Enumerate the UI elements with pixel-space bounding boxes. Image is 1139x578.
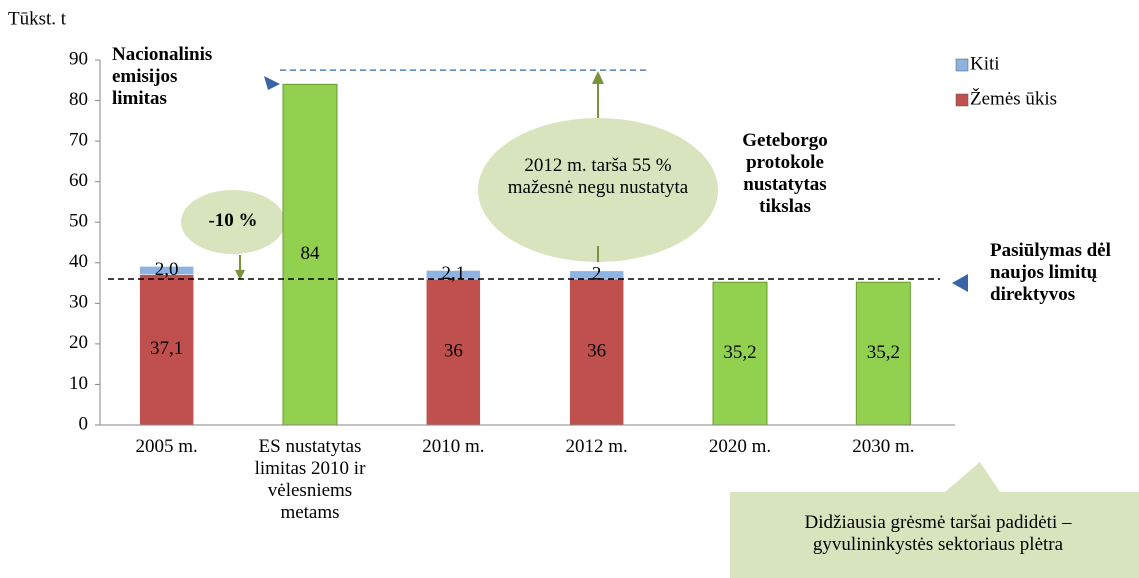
bar-segment xyxy=(139,266,194,275)
data-label: 84 xyxy=(301,243,321,264)
annotation: -10 % xyxy=(208,210,258,231)
y-tick-label: 90 xyxy=(69,48,88,69)
bar-segment xyxy=(569,278,624,426)
legend-label: Žemės ūkis xyxy=(970,87,1057,109)
legend-label: Kiti xyxy=(970,53,1000,74)
x-tick-label: 2012 m. xyxy=(565,436,628,457)
annotation: Pasiūlymas dėl naujos limitų direktyvos xyxy=(990,240,1111,305)
x-tick-label: 2030 m. xyxy=(852,436,915,457)
callout-box xyxy=(730,462,1139,578)
bar xyxy=(855,281,911,426)
data-label: 36 xyxy=(587,340,606,361)
data-label: 2,1 xyxy=(441,263,465,284)
x-tick-label: 2020 m. xyxy=(708,436,772,457)
y-tick-label: 80 xyxy=(69,89,88,110)
data-label: 37,1 xyxy=(150,338,183,359)
data-label: 36 xyxy=(444,340,463,361)
y-tick-label: 30 xyxy=(69,292,88,313)
bar-segment xyxy=(426,278,481,426)
marker xyxy=(952,274,968,292)
callout-bubble xyxy=(478,118,718,262)
annotation: Geteborgo protokole nustatytas tikslas xyxy=(742,130,828,217)
annotation: 2012 m. tarša 55 % mažesnė negu nustatyt… xyxy=(507,155,689,198)
data-label: 35,2 xyxy=(867,342,900,363)
bar-segment xyxy=(139,274,194,426)
x-tick-label: 2010 m. xyxy=(422,436,485,457)
x-tick-label: 2005 m. xyxy=(135,436,198,457)
data-label: 35,2 xyxy=(723,342,756,363)
data-label: 2,0 xyxy=(155,259,179,280)
bar xyxy=(282,83,338,426)
data-label: 2 xyxy=(592,263,602,284)
x-tick-label: ES nustatytas limitas 2010 ir vėlesniems… xyxy=(254,436,366,523)
marker xyxy=(264,76,280,90)
y-tick-label: 20 xyxy=(69,332,88,353)
y-tick-label: 10 xyxy=(69,373,88,394)
y-tick-label: 60 xyxy=(69,170,88,191)
annotation: Nacionalinis emisijos limitas xyxy=(112,44,213,109)
legend-swatch xyxy=(955,58,969,72)
y-tick-label: 40 xyxy=(69,251,88,272)
bar-segment xyxy=(569,270,624,280)
y-axis-label: Tūkst. t xyxy=(8,8,67,29)
callout-bubble xyxy=(181,190,285,254)
arrow-head xyxy=(235,270,245,280)
arrow-head xyxy=(592,71,604,84)
bar xyxy=(712,281,768,426)
annotation: Didžiausia grėsmė taršai padidėti – gyvu… xyxy=(804,512,1072,555)
y-tick-label: 0 xyxy=(79,413,89,434)
legend-swatch xyxy=(955,93,969,107)
y-tick-label: 50 xyxy=(69,211,88,232)
y-tick-label: 70 xyxy=(69,129,88,150)
